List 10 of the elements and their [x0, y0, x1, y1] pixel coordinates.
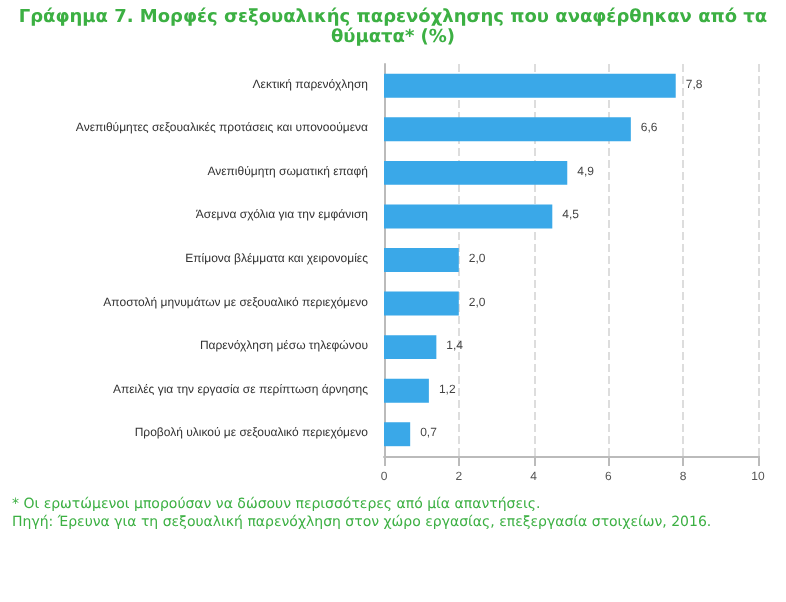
bar [384, 248, 459, 272]
bar [384, 378, 429, 403]
bar [384, 422, 411, 447]
bar [384, 73, 676, 98]
chart-title: Γράφημα 7. Μορφές σεξουαλικής παρενόχλησης που αναφέρθηκαν από τα θύματα* (%) [16, 5, 770, 52]
bar [384, 335, 437, 360]
bar [384, 117, 631, 142]
bar [384, 204, 553, 229]
bar [384, 291, 459, 316]
bar [384, 160, 568, 185]
